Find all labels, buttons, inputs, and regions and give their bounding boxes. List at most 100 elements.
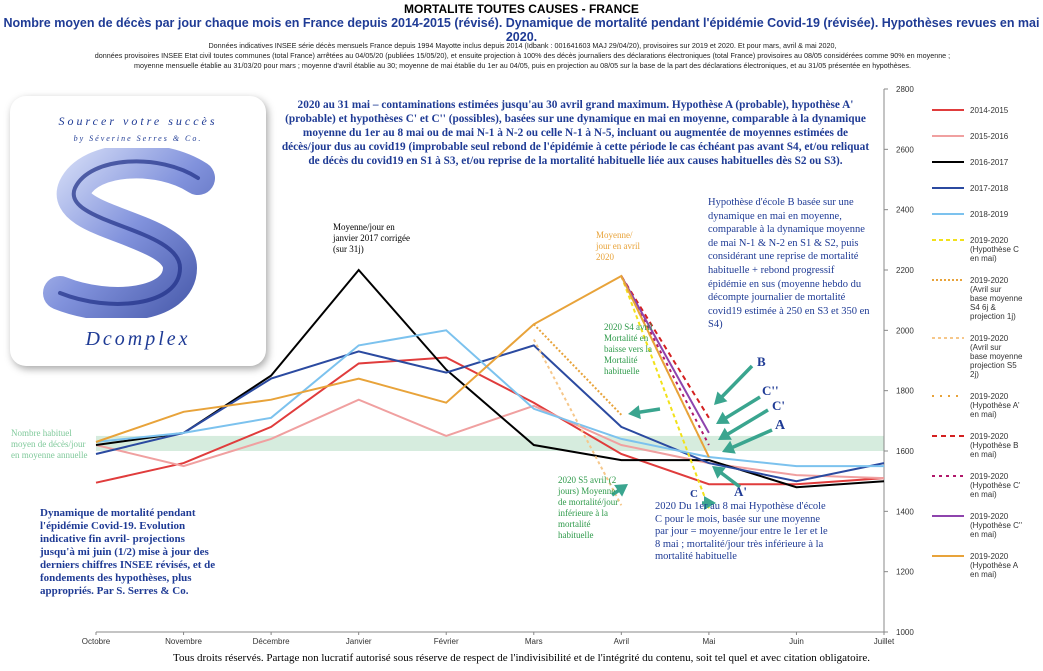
legend-label: en mai) [970, 530, 997, 539]
legend-label: en mai) [970, 410, 997, 419]
series-line [533, 323, 623, 416]
legend-label: 2j) [970, 370, 979, 379]
source-note-line: moyenne mensuelle établie au 31/03/20 po… [134, 61, 911, 70]
y-tick-label: 2600 [896, 145, 914, 154]
pointer-arrowhead [712, 466, 726, 479]
label-a: A [775, 418, 786, 433]
label-b: B [757, 354, 766, 369]
pointer-arrowhead [614, 484, 628, 497]
series-line [95, 274, 710, 458]
legend-label: (Hypothèse C' [970, 481, 1021, 490]
legend-label: 2018-2019 [970, 210, 1009, 219]
copyright-footer: Tous droits réservés. Partage non lucrat… [173, 652, 870, 664]
legend-label: (Hypothèse A [970, 561, 1019, 570]
hypothesis-b-note: Hypothèse d'école B basée sur une dynami… [708, 197, 870, 331]
label-c-prime: C' [772, 398, 785, 413]
logo-card: Sourcer votre succès by Séverine Serres … [10, 96, 266, 366]
x-tick-label: Décembre [253, 637, 290, 646]
legend-label: 2019-2020 [970, 334, 1009, 343]
logo-name: Dcomplex [85, 328, 191, 350]
legend-label: 2017-2018 [970, 184, 1009, 193]
source-note-line: données provisoires INSEE Etat civil tou… [94, 51, 951, 60]
label-c: C [690, 488, 698, 500]
x-tick-label: Juin [789, 637, 804, 646]
s4-april-note: 2020 S4 avril Mortalité en baisse vers l… [604, 322, 653, 376]
x-tick-label: Février [434, 637, 459, 646]
y-tick-label: 2200 [896, 266, 914, 275]
series-line [95, 329, 884, 468]
y-tick-label: 1200 [896, 568, 914, 577]
label-c-second: C'' [762, 383, 779, 398]
series-line [95, 268, 885, 489]
legend-label: en mai) [970, 490, 997, 499]
legend-label: 2019-2020 [970, 236, 1009, 245]
legend-label: projection 1j) [970, 312, 1016, 321]
pointer-arrow [721, 395, 761, 422]
y-tick-label: 1600 [896, 447, 914, 456]
x-tick-label: Mai [702, 637, 715, 646]
x-tick-label: Mars [525, 637, 543, 646]
legend-label: 2019-2020 [970, 552, 1009, 561]
x-tick-label: Janvier [346, 637, 372, 646]
source-note: Données indicatives INSEE série décès me… [20, 41, 1025, 71]
series-line [620, 275, 710, 509]
legend-label: 2014-2015 [970, 106, 1009, 115]
x-tick-label: Octobre [82, 637, 111, 646]
legend-label: S4 6j & [970, 303, 996, 312]
series-line [620, 275, 710, 434]
series-line [95, 398, 885, 480]
label-a-prime: A' [734, 484, 747, 499]
pointer-arrowhead [722, 440, 736, 454]
legend-label: en mai) [970, 450, 997, 459]
legend-label: (Hypothèse B [970, 441, 1018, 450]
jan2017-note: Moyenne/jour en janvier 2017 corrigée (s… [333, 222, 410, 254]
pointer-arrow [723, 408, 769, 438]
legend-label: 2019-2020 [970, 276, 1009, 285]
y-tick-label: 1000 [896, 628, 914, 637]
series-line [620, 275, 710, 419]
legend-label: (Hypothèse A' [970, 401, 1020, 410]
legend-label: 2016-2017 [970, 158, 1009, 167]
hypothesis-c-note: 2020 Du 1er au 8 mai Hypothèse d'école C… [655, 501, 828, 562]
hypotheses-text: 2020 au 31 mai – contaminations estimées… [281, 99, 870, 167]
pointer-arrowhead [628, 405, 641, 420]
legend-label: (Avril sur [970, 285, 1002, 294]
y-tick-label: 1400 [896, 507, 914, 516]
pointer-arrow [728, 428, 773, 451]
apr2020-note: Moyenne/ jour en avril 2020 [596, 230, 640, 262]
habitual-band [96, 435, 884, 451]
pointer-arrowhead [714, 391, 728, 405]
x-tick-label: Avril [614, 637, 630, 646]
chart-subtitle: Nombre moyen de décès par jour chaque mo… [3, 16, 1040, 44]
logo-subtagline: by Séverine Serres & Co. [73, 134, 203, 143]
y-tick-label: 2800 [896, 85, 914, 94]
legend-label: (Avril sur [970, 343, 1002, 352]
series-line [532, 338, 623, 506]
dynamics-note: Dynamique de mortalité pendant l'épidémi… [40, 507, 216, 597]
pointer-arrow [717, 469, 742, 489]
legend-label: 2019-2020 [970, 432, 1009, 441]
legend-label: base moyenne [970, 294, 1023, 303]
s5-april-note: 2020 S5 avril (2 jours) Moyenne de morta… [558, 475, 619, 540]
pointer-arrow [718, 364, 754, 401]
chart-title: MORTALITE TOUTES CAUSES - FRANCE [404, 2, 639, 16]
series-line [95, 356, 885, 486]
logo-s-mark [43, 148, 215, 318]
legend-label: (Hypothèse C [970, 245, 1019, 254]
y-tick-label: 2000 [896, 326, 914, 335]
pointer-arrowhead [718, 427, 732, 440]
logo-tagline: Sourcer votre succès [58, 114, 218, 128]
legend-label: (Hypothèse C'' [970, 521, 1022, 530]
legend-label: en mai) [970, 254, 997, 263]
legend-label: 2019-2020 [970, 392, 1009, 401]
legend-label: 2019-2020 [970, 512, 1009, 521]
pointer-arrow [635, 407, 661, 415]
habitual-note: Nombre habituel moyen de décès/jour en m… [11, 428, 88, 460]
pointer-arrowhead [704, 496, 716, 510]
source-note-line: Données indicatives INSEE série décès me… [208, 41, 837, 50]
x-tick-label: Novembre [165, 637, 202, 646]
y-tick-label: 1800 [896, 387, 914, 396]
legend-label: 2015-2016 [970, 132, 1009, 141]
pointer-arrowhead [716, 411, 730, 424]
